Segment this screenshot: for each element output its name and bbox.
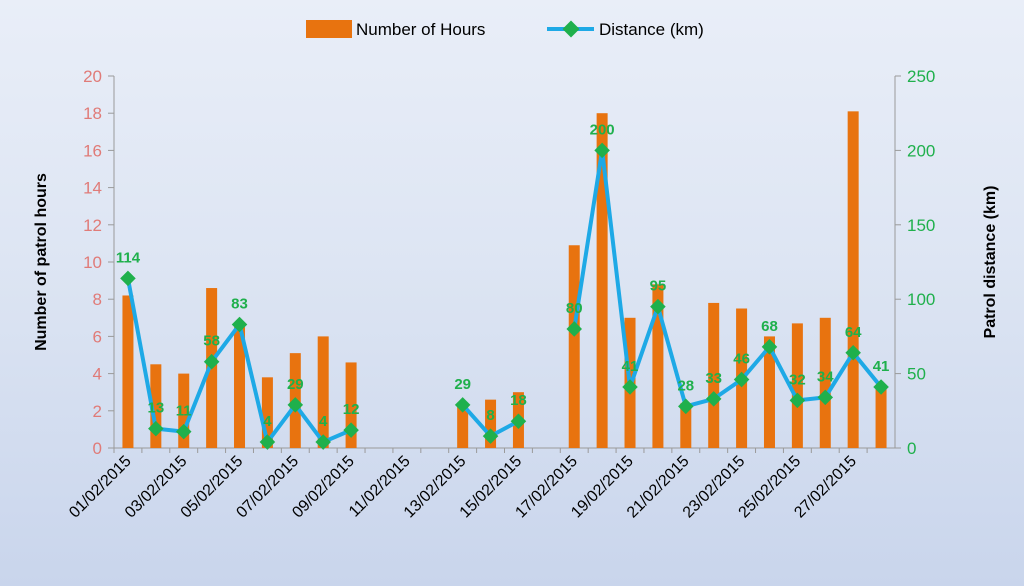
bar-hours [819,317,831,448]
y-left-tick-label: 16 [83,141,102,160]
distance-data-label: 33 [705,370,722,387]
y-right-tick-label: 250 [907,67,935,86]
bar-hours [847,111,859,448]
distance-data-label: 46 [733,351,750,368]
y-right-tick-label: 150 [907,216,935,235]
y-left-tick-label: 20 [83,67,102,86]
legend-swatch-distance-marker [562,20,580,38]
bar-hours [261,377,273,448]
bar-hours [596,113,608,448]
legend-label-distance: Distance (km) [599,20,704,39]
axes: 0246810121416182005010015020025001/02/20… [66,67,935,521]
bar-hours [763,336,775,448]
y-left-tick-label: 8 [93,290,102,309]
bar-hours [317,336,329,448]
distance-data-label: 18 [510,392,527,409]
distance-data-label: 13 [147,400,164,417]
legend: Number of Hours Distance (km) [306,20,704,39]
distance-data-label: 41 [873,358,890,375]
distance-data-label: 58 [203,333,220,350]
distance-marker [120,270,136,287]
y-right-tick-label: 100 [907,290,935,309]
distance-data-label: 83 [231,295,248,312]
distance-data-label: 80 [566,300,583,317]
y-right-tick-label: 200 [907,141,935,160]
legend-label-hours: Number of Hours [356,20,485,39]
y-axis-right-title: Patrol distance (km) [982,186,999,339]
line-series [120,142,889,450]
bar-hours [178,373,190,448]
bar-hours [875,384,887,448]
distance-data-label: 114 [116,249,141,266]
legend-swatch-hours [306,20,352,38]
distance-data-label: 29 [287,376,304,393]
distance-data-label: 32 [789,371,806,388]
bar-hours [150,364,162,448]
bar-hours [708,302,720,448]
y-left-tick-label: 6 [93,327,102,346]
distance-data-label: 68 [761,318,778,335]
bar-hours [652,284,664,448]
distance-data-label: 64 [845,324,862,341]
distance-marker [175,423,192,440]
bar-hours [234,327,246,448]
distance-data-label: 8 [486,407,494,424]
distance-data-label: 4 [319,413,328,430]
distance-data-label: 34 [817,368,834,385]
distance-marker [231,316,248,333]
distance-data-label: 11 [176,403,192,420]
bar-hours [791,323,803,448]
distance-data-label: 12 [343,401,360,418]
y-right-tick-label: 50 [907,365,926,384]
distance-data-label: 200 [590,121,615,138]
y-left-tick-label: 2 [93,402,102,421]
bar-series [122,111,887,448]
bar-hours [457,403,469,448]
y-axis-left-title: Number of patrol hours [33,173,50,351]
bar-hours [485,399,497,448]
bar-hours [122,295,134,448]
distance-line [572,148,883,409]
bar-hours [345,362,357,448]
distance-data-label: 95 [650,278,667,295]
bar-hours [680,403,692,448]
y-left-tick-label: 0 [93,439,102,458]
distance-data-label: 41 [622,358,639,375]
distance-marker [594,142,610,159]
data-labels: 114 13 11 58 83 4 29 4 12 29 8 18 80 200 41 95 28 33 46 68 3… [116,121,890,430]
y-left-tick-label: 4 [93,365,102,384]
y-right-tick-label: 0 [907,439,916,458]
distance-data-label: 4 [263,413,272,430]
y-left-tick-label: 14 [83,179,102,198]
distance-marker [203,353,220,370]
distance-marker [148,420,164,437]
bar-hours [568,245,580,448]
y-left-tick-label: 10 [83,253,102,272]
distance-data-label: 28 [677,377,694,394]
distance-data-label: 29 [454,376,471,393]
y-left-tick-label: 18 [83,104,102,123]
y-left-tick-label: 12 [83,216,102,235]
